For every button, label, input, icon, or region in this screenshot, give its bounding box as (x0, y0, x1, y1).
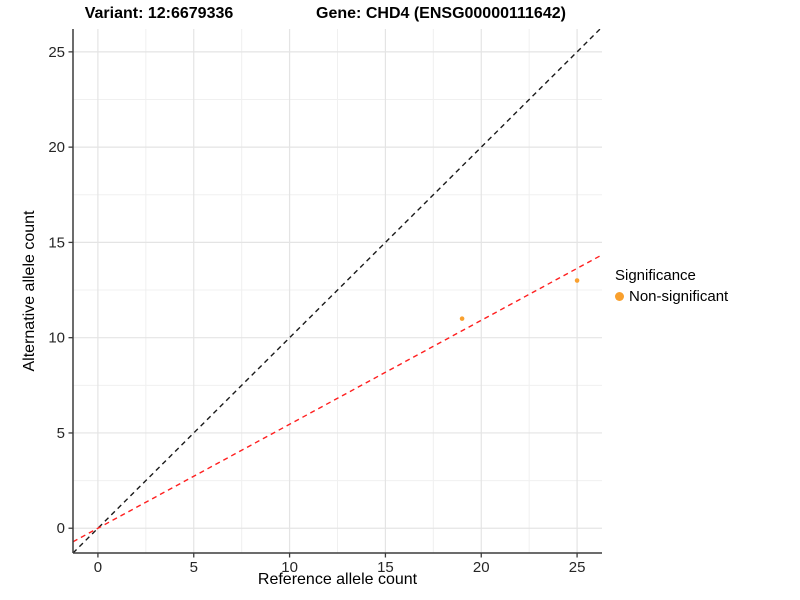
legend-item-label: Non-significant (629, 288, 729, 305)
y-tick-label: 0 (57, 520, 65, 537)
y-tick-label: 20 (48, 139, 65, 156)
legend-title: Significance (615, 267, 696, 284)
x-axis-title: Reference allele count (257, 571, 418, 588)
data-point (574, 278, 580, 283)
x-tick-label: 5 (190, 559, 198, 576)
data-point (459, 316, 465, 321)
y-tick-label: 10 (48, 330, 65, 347)
y-tick-label: 25 (48, 44, 65, 61)
legend-point-icon (615, 292, 624, 301)
y-tick-label: 15 (48, 234, 65, 251)
x-tick-label: 10 (281, 559, 298, 576)
gene-title: Gene: CHD4 (ENSG00000111642) (316, 5, 566, 22)
identity-line (73, 29, 602, 553)
legend: Significance Non-significant (615, 267, 728, 305)
x-tick-label: 25 (569, 559, 586, 576)
variant-title: Variant: 12:6679336 (84, 5, 234, 22)
y-axis-title: Alternative allele count (21, 210, 38, 372)
x-tick-label: 15 (377, 559, 394, 576)
x-tick-label: 20 (473, 559, 490, 576)
x-tick-label: 0 (94, 559, 102, 576)
y-tick-label: 5 (57, 425, 65, 442)
fit-line (73, 254, 602, 543)
legend-item: Non-significant (615, 288, 728, 305)
